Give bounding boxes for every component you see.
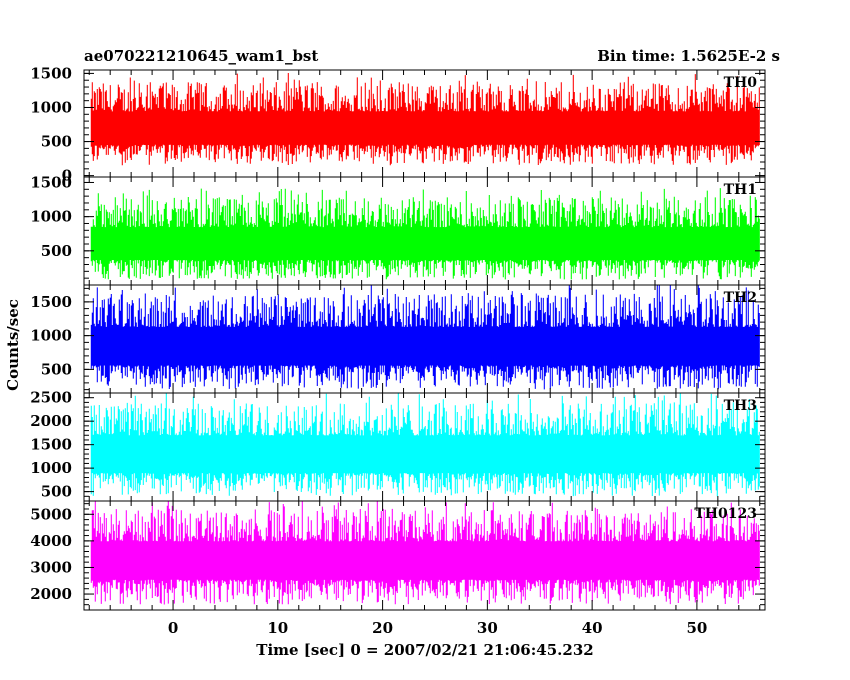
y-tick-label: 1500 <box>30 293 72 311</box>
series-label: TH0123 <box>694 506 757 522</box>
y-tick-label: 1000 <box>30 327 72 345</box>
x-tick-label: 40 <box>582 619 603 637</box>
y-tick-label: 1500 <box>30 64 72 82</box>
series-label: TH1 <box>724 182 757 198</box>
y-tick-label: 1000 <box>30 208 72 226</box>
series-label: TH0 <box>724 75 758 91</box>
chart-title-left: ae070221210645_wam1_bst <box>84 47 318 65</box>
y-tick-label: 5000 <box>30 505 72 523</box>
x-tick-label: 20 <box>372 619 393 637</box>
panel-th1: 500 1000 1500 TH1 <box>30 173 766 286</box>
panel-th2: 500 1000 1500 TH2 <box>30 284 766 394</box>
y-tick-label: 2000 <box>30 585 72 603</box>
series-label: TH3 <box>724 398 757 414</box>
y-tick-label: 3000 <box>30 558 72 576</box>
x-axis-label: Time [sec] 0 = 2007/02/21 21:06:45.232 <box>256 641 593 659</box>
panel-th3: 500 1000 1500 2000 2500 TH3 <box>30 389 766 502</box>
y-tick-label: 1500 <box>30 173 72 191</box>
chart-title-right: Bin time: 1.5625E-2 s <box>597 47 780 65</box>
y-tick-label: 500 <box>41 133 72 151</box>
x-tick-label: 0 <box>168 619 178 637</box>
series-label: TH2 <box>724 290 757 306</box>
y-tick-label: 500 <box>41 360 72 378</box>
y-tick-label: 2500 <box>30 389 72 407</box>
y-tick-label: 1000 <box>30 98 72 116</box>
y-tick-label: 500 <box>41 242 72 260</box>
x-tick-label: 10 <box>267 619 288 637</box>
series-th0 <box>90 73 760 166</box>
series-th1 <box>90 188 760 280</box>
y-axis-label: Counts/sec <box>4 299 22 391</box>
y-tick-label: 1000 <box>30 459 72 477</box>
series-th0123 <box>90 501 760 605</box>
y-tick-label: 1500 <box>30 436 72 454</box>
series-th3 <box>90 393 760 497</box>
y-tick-label: 2000 <box>30 412 72 430</box>
series-th2 <box>90 285 760 390</box>
panel-th0: 0 500 1000 1500 TH0 <box>30 64 766 185</box>
panel-th0123: 2000 3000 4000 5000 TH0123 <box>30 500 766 611</box>
y-tick-label: 4000 <box>30 532 72 550</box>
x-tick-label: 50 <box>686 619 707 637</box>
y-tick-label: 500 <box>41 483 72 501</box>
x-tick-label: 30 <box>477 619 498 637</box>
y-tick-label: 0 <box>62 167 72 185</box>
